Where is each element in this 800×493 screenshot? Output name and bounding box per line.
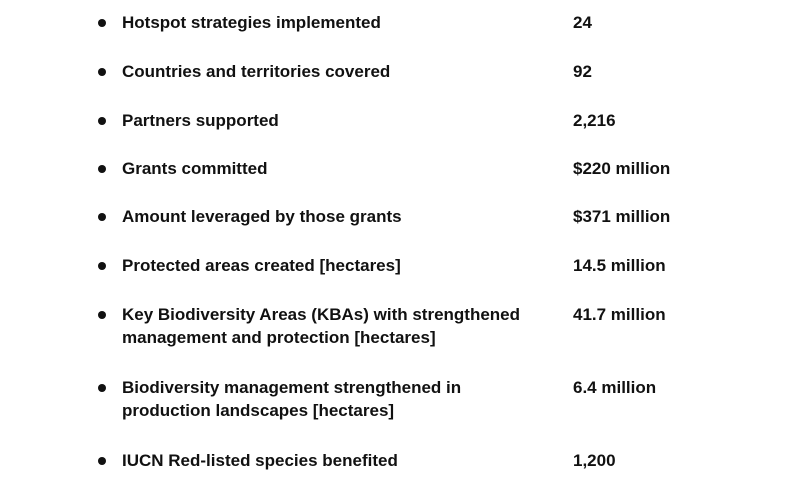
stat-label: Protected areas created [hectares]: [122, 254, 542, 277]
stat-label: IUCN Red-listed species benefited: [122, 449, 542, 472]
bullet-icon: [98, 165, 106, 173]
stat-label: Amount leveraged by those grants: [122, 205, 542, 228]
stat-label: Hotspot strategies implemented: [122, 11, 542, 34]
stat-label: Partners supported: [122, 109, 542, 132]
stat-label-line: Countries and territories covered: [122, 62, 391, 81]
bullet-icon: [98, 19, 106, 27]
stat-value: 6.4 million: [573, 378, 657, 397]
stat-label: Countries and territories covered: [122, 60, 542, 83]
stat-label-line: IUCN Red-listed species benefited: [122, 451, 398, 470]
stat-label-line: Amount leveraged by those grants: [122, 207, 402, 226]
stat-value: 2,216: [573, 111, 616, 130]
stat-label-line: Protected areas created [hectares]: [122, 256, 401, 275]
bullet-icon: [98, 262, 106, 270]
stat-label: Biodiversity management strengthened in …: [122, 376, 542, 422]
stat-label: Grants committed: [122, 157, 542, 180]
bullet-icon: [98, 311, 106, 319]
stat-value: 1,200: [573, 451, 616, 470]
stat-label-line: Biodiversity management strengthened in: [122, 378, 462, 397]
stat-value: $220 million: [573, 159, 671, 178]
bullet-icon: [98, 213, 106, 221]
bullet-icon: [98, 457, 106, 465]
stat-value: 92: [573, 62, 592, 81]
bullet-icon: [98, 117, 106, 125]
stat-value: 14.5 million: [573, 256, 666, 275]
stat-label-line: Partners supported: [122, 111, 279, 130]
stat-label-line: Key Biodiversity Areas (KBAs) with stren…: [122, 305, 521, 324]
stat-label-line: management and protection [hectares]: [122, 328, 436, 347]
stat-value: $371 million: [573, 207, 671, 226]
stat-value: 24: [573, 13, 592, 32]
bullet-icon: [98, 68, 106, 76]
stat-label-line: Grants committed: [122, 159, 268, 178]
bullet-icon: [98, 384, 106, 392]
stat-label: Key Biodiversity Areas (KBAs) with stren…: [122, 303, 542, 349]
stat-label-line: production landscapes [hectares]: [122, 401, 395, 420]
stat-value: 41.7 million: [573, 305, 666, 324]
stat-label-line: Hotspot strategies implemented: [122, 13, 381, 32]
